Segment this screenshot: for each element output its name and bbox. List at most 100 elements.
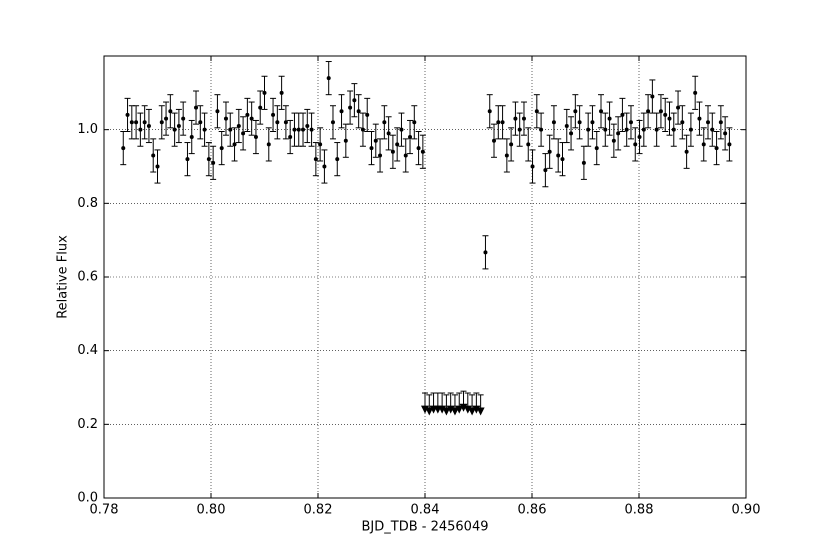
y-tick-label: 0.8 bbox=[77, 196, 98, 211]
point bbox=[500, 120, 505, 125]
point bbox=[658, 109, 663, 114]
point bbox=[305, 123, 310, 128]
point bbox=[637, 135, 642, 140]
point bbox=[723, 131, 728, 136]
point bbox=[654, 127, 659, 132]
point bbox=[142, 120, 147, 125]
point bbox=[513, 116, 518, 121]
point bbox=[330, 120, 335, 125]
point bbox=[556, 153, 561, 158]
point bbox=[650, 94, 655, 99]
point bbox=[151, 153, 156, 158]
point bbox=[483, 250, 488, 255]
point bbox=[146, 123, 151, 128]
point bbox=[390, 149, 395, 154]
point bbox=[676, 105, 681, 110]
point bbox=[701, 142, 706, 147]
point bbox=[667, 116, 672, 121]
point bbox=[688, 127, 693, 132]
point bbox=[581, 160, 586, 165]
point bbox=[526, 142, 531, 147]
x-tick-label: 0.86 bbox=[518, 503, 547, 518]
point bbox=[403, 153, 408, 158]
point bbox=[266, 142, 271, 147]
point bbox=[365, 112, 370, 117]
point bbox=[241, 131, 246, 136]
point bbox=[620, 112, 625, 117]
point bbox=[594, 146, 599, 151]
point bbox=[343, 138, 348, 143]
point bbox=[684, 149, 689, 154]
point bbox=[125, 112, 130, 117]
point bbox=[245, 112, 250, 117]
point bbox=[232, 142, 237, 147]
point bbox=[373, 138, 378, 143]
point bbox=[194, 105, 199, 110]
point bbox=[382, 120, 387, 125]
point bbox=[386, 131, 391, 136]
point bbox=[309, 127, 314, 132]
point bbox=[663, 112, 668, 117]
point bbox=[547, 149, 552, 154]
point bbox=[313, 157, 318, 162]
point bbox=[215, 109, 220, 114]
point bbox=[624, 127, 629, 132]
point bbox=[275, 120, 280, 125]
point bbox=[378, 153, 383, 158]
point bbox=[680, 120, 685, 125]
point bbox=[296, 127, 301, 132]
point bbox=[534, 109, 539, 114]
point bbox=[211, 160, 216, 165]
point bbox=[628, 120, 633, 125]
point bbox=[292, 127, 297, 132]
point bbox=[181, 116, 186, 121]
point bbox=[714, 146, 719, 151]
point bbox=[335, 157, 340, 162]
point bbox=[138, 127, 143, 132]
point bbox=[236, 123, 241, 128]
point bbox=[476, 407, 485, 416]
point bbox=[155, 164, 160, 169]
point bbox=[223, 116, 228, 121]
point bbox=[288, 135, 293, 140]
point bbox=[521, 116, 526, 121]
y-tick-label: 0.0 bbox=[77, 491, 98, 506]
point bbox=[425, 407, 434, 416]
point bbox=[492, 138, 497, 143]
point bbox=[455, 405, 464, 414]
x-tick-label: 0.78 bbox=[90, 503, 119, 518]
point bbox=[134, 120, 139, 125]
y-axis-label: Relative Flux bbox=[56, 235, 71, 319]
point bbox=[611, 138, 616, 143]
point bbox=[198, 120, 203, 125]
point bbox=[590, 120, 595, 125]
point bbox=[710, 127, 715, 132]
point bbox=[172, 127, 177, 132]
x-tick-label: 0.82 bbox=[304, 503, 333, 518]
point bbox=[228, 127, 233, 132]
point bbox=[129, 120, 134, 125]
point bbox=[249, 116, 254, 121]
point bbox=[487, 109, 492, 114]
point bbox=[369, 146, 374, 151]
point bbox=[258, 105, 263, 110]
point bbox=[219, 146, 224, 151]
point bbox=[509, 142, 514, 147]
point bbox=[468, 407, 477, 416]
point bbox=[176, 123, 181, 128]
point bbox=[399, 127, 404, 132]
point bbox=[564, 123, 569, 128]
y-tick-label: 0.2 bbox=[77, 417, 98, 432]
point bbox=[517, 127, 522, 132]
point bbox=[496, 120, 501, 125]
point bbox=[360, 127, 365, 132]
point bbox=[573, 109, 578, 114]
point bbox=[697, 116, 702, 121]
point bbox=[530, 164, 535, 169]
point bbox=[442, 407, 451, 416]
point bbox=[262, 90, 267, 95]
point bbox=[706, 120, 711, 125]
point bbox=[412, 120, 417, 125]
